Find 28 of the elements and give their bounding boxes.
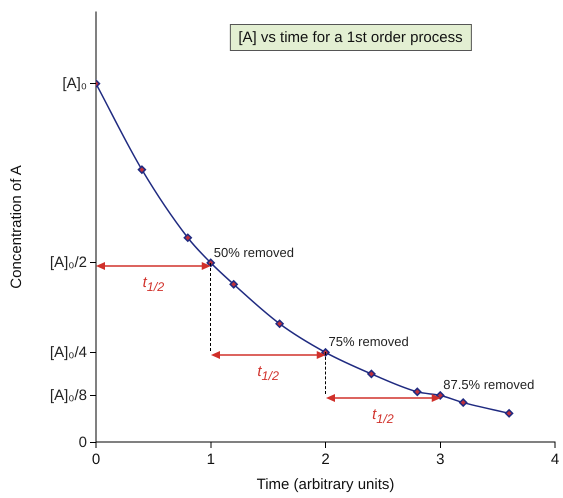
point — [138, 165, 146, 174]
point — [367, 370, 376, 378]
annotation: t$_{1/2}$ — [372, 406, 394, 426]
point — [504, 409, 514, 418]
text: [A]₀/4 — [50, 344, 87, 361]
annotation: 87.5% removed — [443, 377, 534, 392]
text: 0 — [78, 434, 87, 450]
annotation: 50% removed — [214, 244, 294, 260]
point — [458, 398, 468, 407]
x-tick-label: 3 — [436, 451, 444, 468]
point — [229, 280, 238, 289]
x-axis-title: Time (arbitrary units) — [256, 476, 394, 494]
annotation: 75% removed — [328, 334, 409, 350]
annotation: t$_{1/2}$ — [142, 274, 164, 294]
chart-title: [A] vs time for a 1st order process — [229, 24, 472, 51]
point — [184, 234, 192, 242]
point — [413, 388, 422, 396]
x-tick-label: 1 — [206, 451, 215, 468]
text: [A]₀/2 — [50, 254, 87, 272]
point — [275, 320, 284, 328]
x-tick-label: 4 — [550, 451, 560, 468]
text: [A]₀ — [62, 75, 87, 92]
text: [A]₀/8 — [50, 386, 87, 404]
x-tick-label: 2 — [321, 451, 330, 468]
x-tick-label: 0 — [92, 451, 100, 468]
annotation: t$_{1/2}$ — [257, 363, 279, 384]
y-axis-title: Concentration of A — [8, 165, 26, 289]
point — [436, 391, 444, 400]
